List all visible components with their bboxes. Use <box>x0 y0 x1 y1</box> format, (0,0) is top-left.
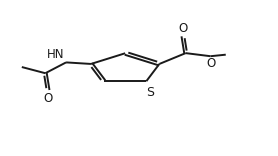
Text: S: S <box>147 86 155 99</box>
Text: O: O <box>206 57 215 70</box>
Text: O: O <box>178 22 187 35</box>
Text: O: O <box>43 92 53 105</box>
Text: HN: HN <box>47 48 65 61</box>
